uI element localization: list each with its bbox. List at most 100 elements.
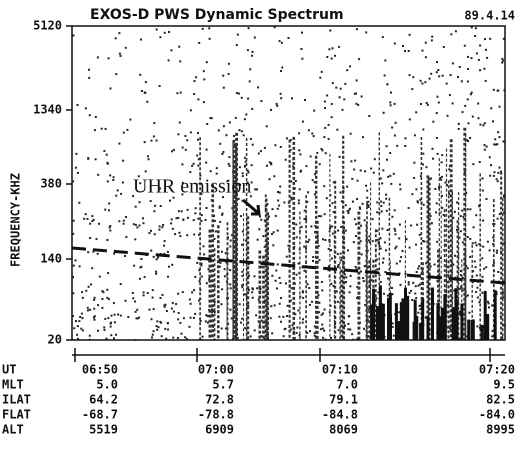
noise-dot (233, 135, 235, 137)
noise-dot (323, 185, 326, 188)
noise-dot (264, 321, 267, 324)
noise-dot (307, 240, 310, 243)
noise-dot (235, 44, 238, 47)
noise-dot (472, 226, 475, 229)
noise-dot (347, 209, 350, 212)
noise-dot (356, 198, 359, 200)
noise-dot (153, 122, 156, 125)
noise-dot (176, 92, 179, 95)
noise-dot (202, 70, 205, 73)
noise-dot (87, 285, 90, 288)
noise-dot (119, 54, 122, 57)
noise-dot (245, 113, 248, 116)
noise-dot (470, 57, 473, 60)
noise-dot (74, 166, 77, 169)
noise-dot (482, 219, 485, 222)
noise-dot (317, 294, 320, 297)
noise-dot (241, 172, 244, 175)
noise-dot (189, 316, 192, 319)
noise-dot (321, 327, 324, 330)
noise-dot (94, 158, 97, 161)
table-cell: -84.8 (322, 408, 358, 422)
noise-dot (321, 149, 324, 152)
noise-dot (484, 38, 486, 41)
noise-dot (274, 144, 277, 147)
noise-dot (160, 335, 163, 338)
noise-dot (210, 311, 213, 314)
noise-dot (382, 261, 384, 264)
noise-dot (241, 317, 244, 320)
noise-dot (148, 232, 151, 235)
noise-dot (324, 107, 326, 110)
noise-dot (320, 281, 323, 283)
noise-dot (395, 245, 398, 248)
noise-dot (273, 304, 276, 307)
noise-dot (297, 309, 300, 312)
noise-dot (351, 177, 354, 180)
noise-dot (348, 207, 351, 210)
noise-dot (109, 322, 112, 325)
noise-dot (160, 321, 163, 324)
noise-dot (456, 228, 458, 231)
noise-dot (199, 174, 202, 177)
noise-dot (382, 257, 385, 260)
noise-dot (423, 240, 426, 243)
noise-dot (461, 241, 464, 244)
noise-dot (167, 275, 169, 278)
noise-dot (413, 177, 416, 179)
noise-dot (72, 219, 75, 222)
noise-dot (391, 126, 394, 129)
noise-dot (147, 158, 150, 161)
noise-dot (366, 249, 369, 252)
noise-dot (220, 327, 223, 330)
noise-dot (110, 314, 113, 317)
noise-dot (152, 330, 155, 333)
noise-dot (391, 325, 394, 328)
noise-dot (271, 208, 274, 211)
noise-dot (475, 274, 478, 277)
noise-dot (318, 215, 320, 218)
noise-dot (347, 322, 350, 325)
noise-dot (218, 265, 221, 268)
noise-dot (469, 255, 472, 258)
noise-dot (140, 258, 143, 260)
y-tick-label: 5120 (33, 19, 62, 33)
noise-dot (502, 242, 505, 245)
noise-dot (88, 76, 91, 79)
noise-dot (247, 171, 250, 174)
noise-dot (131, 292, 134, 294)
noise-dot (377, 241, 380, 243)
noise-dot (419, 308, 422, 311)
noise-dot (274, 214, 277, 217)
noise-dot (282, 335, 285, 338)
noise-dot (214, 230, 217, 233)
noise-dot (132, 195, 135, 198)
noise-dot (256, 238, 259, 241)
noise-dot (396, 144, 399, 147)
noise-dot (112, 302, 115, 305)
noise-dot (289, 299, 292, 302)
noise-dot (399, 183, 401, 186)
noise-dot (429, 215, 432, 217)
noise-dot (197, 164, 200, 167)
noise-dot (303, 218, 306, 220)
noise-dot (200, 193, 203, 195)
noise-dot (419, 283, 421, 286)
noise-dot (142, 217, 144, 220)
noise-dot (307, 129, 310, 132)
noise-dot (322, 238, 324, 241)
noise-dot (146, 100, 149, 103)
noise-block (438, 316, 442, 340)
noise-dot (477, 58, 480, 61)
noise-dot (475, 244, 478, 247)
noise-dot (218, 206, 221, 209)
table-cell: 5519 (89, 423, 118, 437)
noise-dot (205, 161, 208, 164)
noise-dot (257, 298, 260, 301)
noise-dot (324, 152, 327, 155)
noise-dot (206, 315, 209, 318)
noise-dot (132, 223, 135, 226)
noise-dot (483, 144, 486, 147)
noise-dot (349, 132, 352, 135)
noise-dot (318, 163, 321, 166)
